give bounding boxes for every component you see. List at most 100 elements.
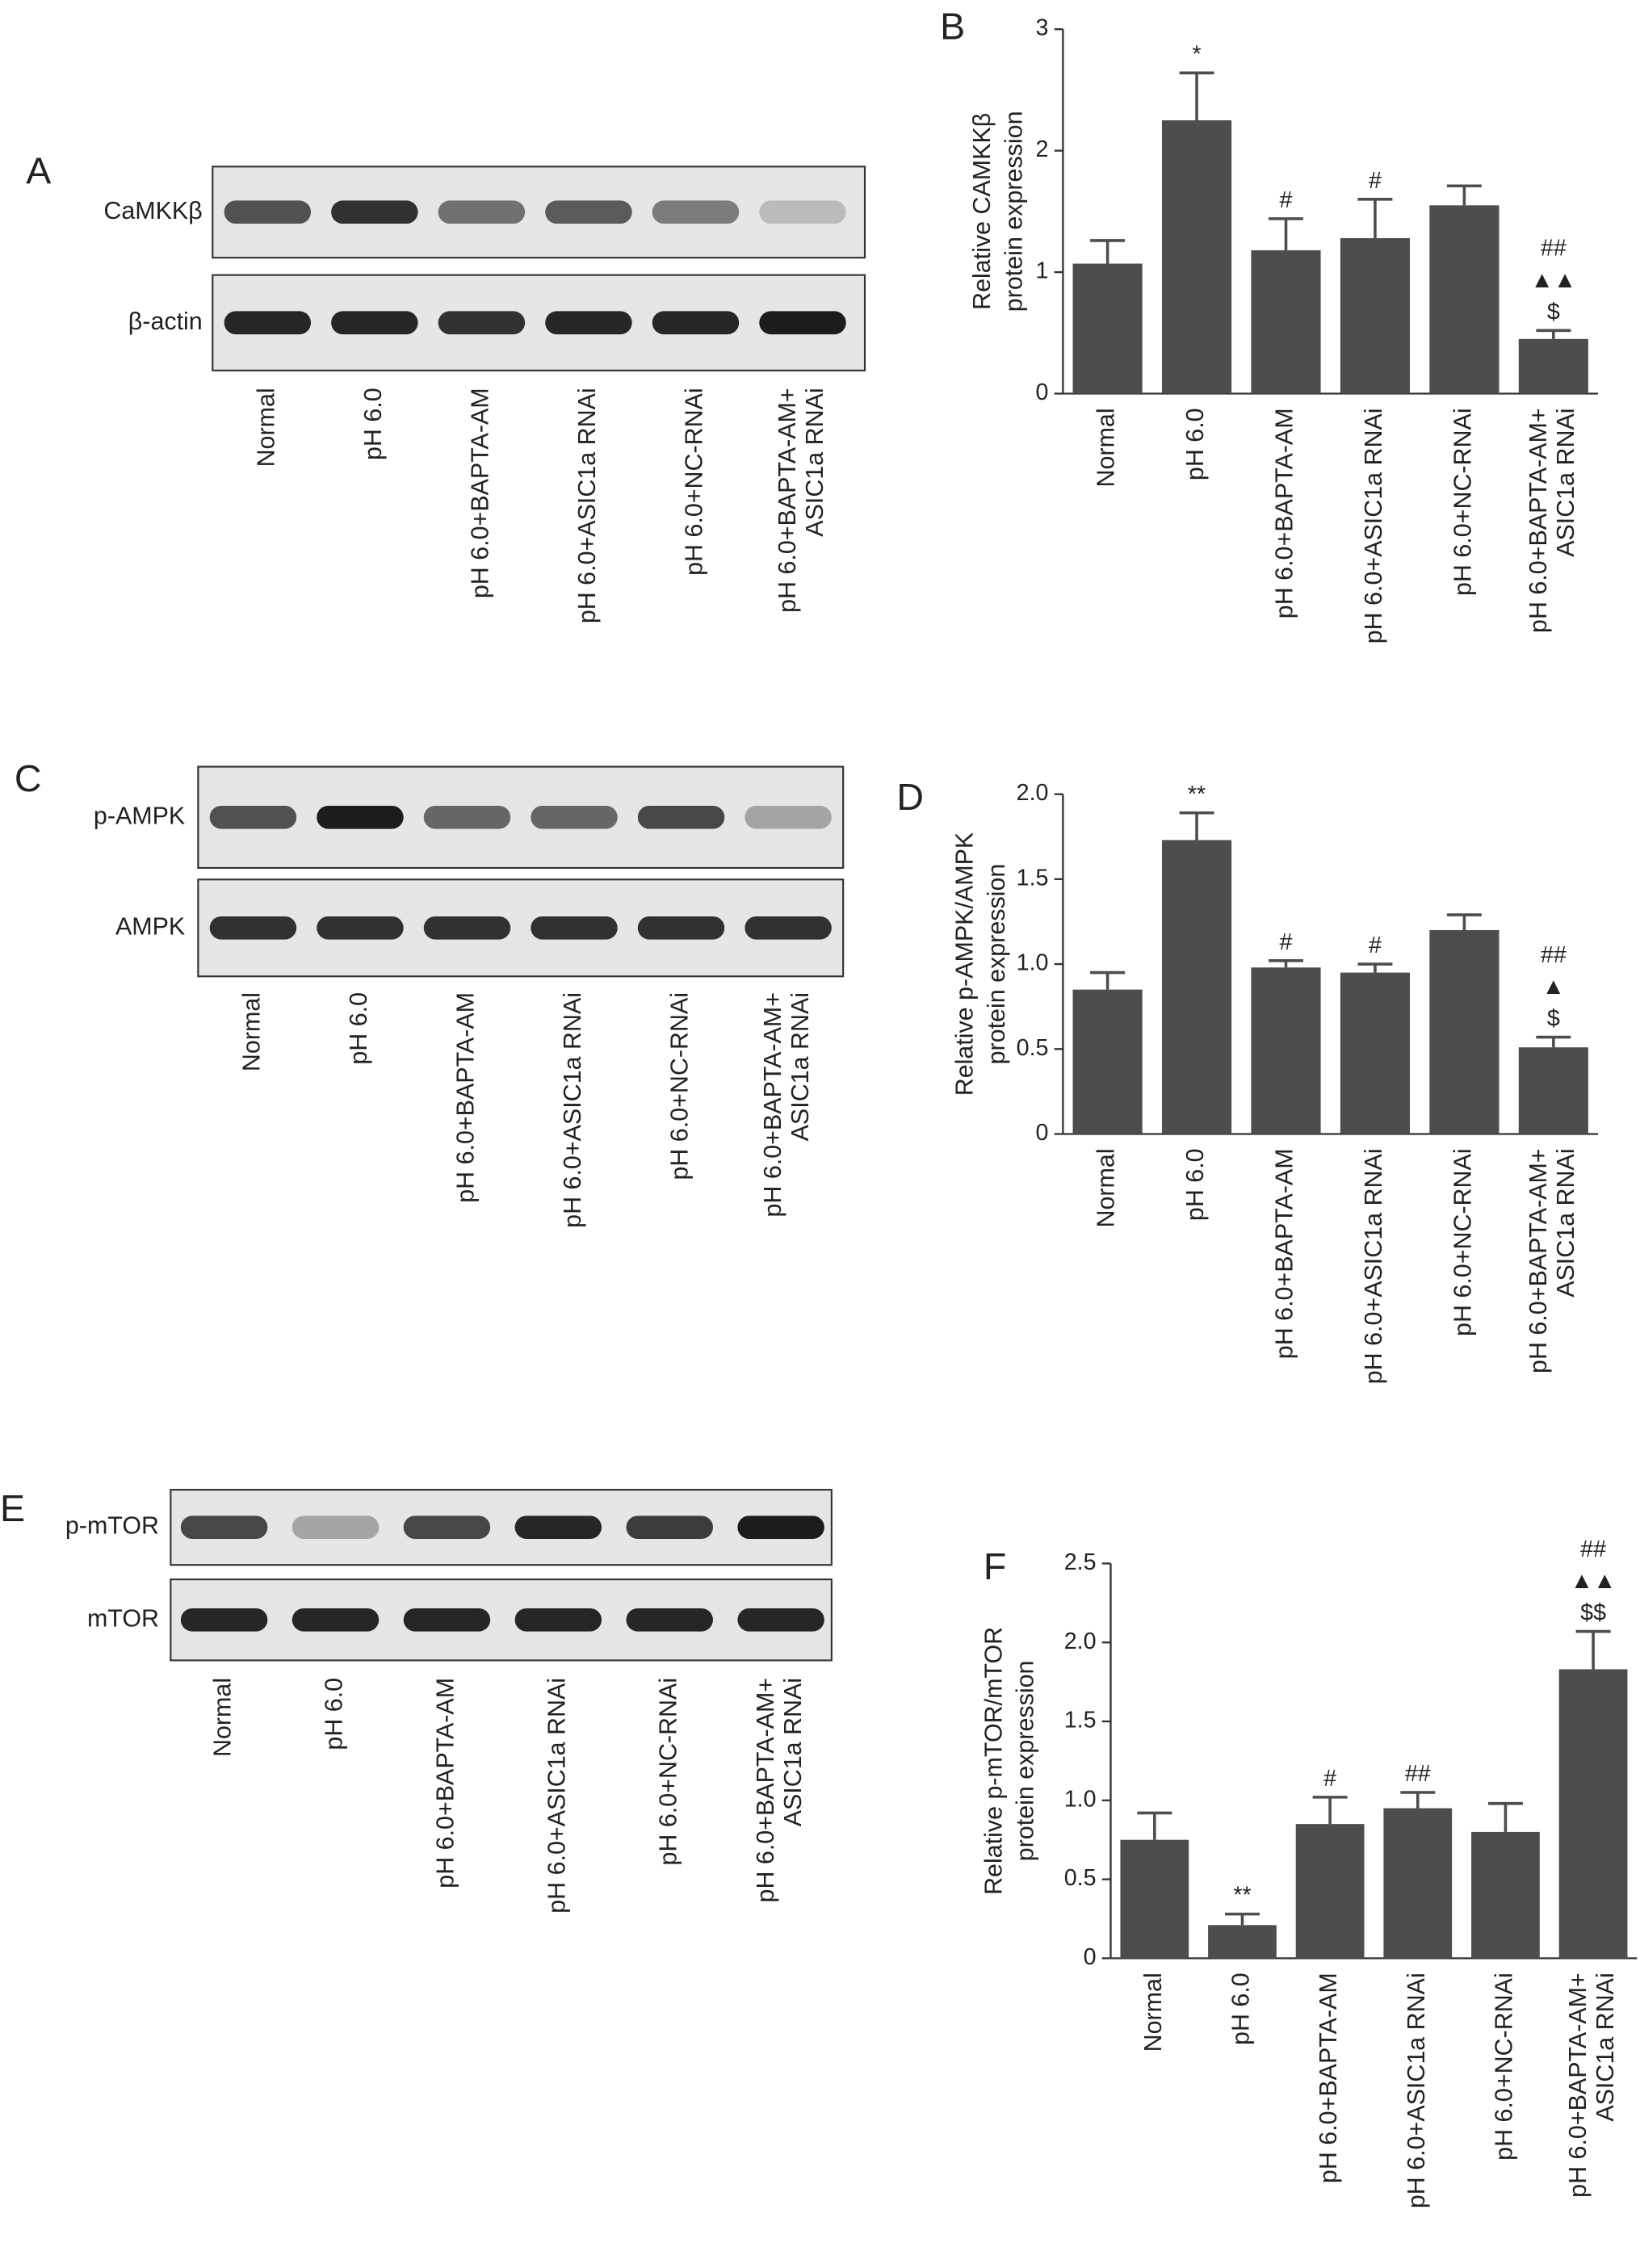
x-tick-label: pH 6.0+BAPTA-AM+	[1525, 1148, 1552, 1373]
bar	[1471, 1831, 1540, 1959]
lane-label: ASIC1a RNAi	[801, 388, 828, 536]
blot-box	[170, 1578, 833, 1662]
annotation: *	[1192, 41, 1201, 67]
y-axis-label: Relative CAMKKβ	[968, 113, 996, 310]
panel-letter: A	[26, 150, 51, 192]
blot-box	[197, 765, 845, 870]
lane-label: pH 6.0	[359, 388, 387, 460]
blot-band	[224, 200, 312, 224]
bar	[1518, 1047, 1588, 1134]
blot-band	[438, 311, 526, 335]
bar	[1383, 1808, 1453, 1959]
panel-letter: E	[0, 1487, 25, 1529]
y-tick-label: 0.5	[1064, 1865, 1097, 1891]
blot-band	[403, 1515, 491, 1539]
blot-band	[180, 1515, 268, 1539]
lane-label: pH 6.0+ASIC1a RNAi	[559, 992, 586, 1228]
lane-label: pH 6.0+BAPTA-AM	[431, 1678, 459, 1889]
blot-row-label: AMPK	[115, 912, 185, 940]
blot-band	[637, 805, 725, 829]
y-axis-label: Relative p-AMPK/AMPK	[950, 832, 978, 1096]
annotation: #	[1280, 929, 1293, 955]
annotation: ▲	[1542, 974, 1565, 1000]
lane-label: pH 6.0+ASIC1a RNAi	[573, 388, 601, 623]
panel-letter: D	[896, 776, 924, 818]
annotation: $	[1547, 1006, 1560, 1032]
blot-band	[209, 916, 297, 940]
annotation: ▲▲	[1571, 1568, 1617, 1594]
annotation: ▲▲	[1530, 267, 1576, 293]
annotation: ##	[1541, 942, 1567, 968]
blot-band	[317, 916, 404, 940]
y-tick-label: 3	[1036, 15, 1049, 41]
blot-row-label: mTOR	[87, 1604, 159, 1632]
annotation: ##	[1541, 236, 1567, 262]
lane-label: Normal	[237, 992, 265, 1071]
blot-row-label: p-AMPK	[94, 802, 185, 829]
lane-label: pH 6.0	[321, 1678, 348, 1750]
blot-band	[209, 805, 297, 829]
y-tick-label: 2.0	[1064, 1629, 1097, 1654]
x-tick-label: Normal	[1139, 1972, 1167, 2052]
y-tick-label: 2.0	[1017, 780, 1049, 806]
blot-box	[170, 1489, 833, 1566]
x-tick-label: pH 6.0+ASIC1a RNAi	[1360, 408, 1387, 644]
bar	[1072, 989, 1143, 1134]
bar	[1518, 338, 1588, 394]
y-axis-label: Relative p-mTOR/mTOR	[979, 1627, 1007, 1895]
annotation: ##	[1405, 1761, 1431, 1787]
blot-row-label: p-mTOR	[65, 1512, 159, 1540]
bar	[1429, 205, 1499, 394]
lane-label: pH 6.0+NC-RNAi	[654, 1678, 682, 1866]
blot-box	[212, 274, 866, 371]
annotation: **	[1188, 782, 1206, 807]
blot-band	[531, 805, 618, 829]
blot-band	[745, 916, 832, 940]
x-tick-label: pH 6.0+NC-RNAi	[1490, 1972, 1517, 2161]
annotation: **	[1233, 1883, 1251, 1909]
x-tick-label: pH 6.0+ASIC1a RNAi	[1360, 1148, 1387, 1384]
y-tick-label: 0	[1084, 1944, 1097, 1970]
x-tick-label: pH 6.0	[1227, 1972, 1255, 2045]
bar	[1340, 972, 1411, 1134]
annotation: #	[1323, 1766, 1336, 1792]
bar	[1251, 967, 1321, 1134]
bar	[1429, 929, 1499, 1134]
blot-band	[514, 1608, 602, 1632]
bar	[1161, 120, 1232, 394]
lane-label: pH 6.0+BAPTA-AM	[452, 992, 480, 1203]
blot-band	[626, 1515, 713, 1539]
y-tick-label: 0	[1036, 379, 1049, 405]
y-tick-label: 1.5	[1064, 1708, 1097, 1733]
x-tick-label: Normal	[1093, 1148, 1120, 1227]
bar	[1295, 1824, 1365, 1959]
blot-band	[224, 311, 312, 335]
y-axis-label: protein expression	[983, 864, 1010, 1065]
x-tick-label: pH 6.0+NC-RNAi	[1449, 408, 1476, 596]
y-tick-label: 1.5	[1017, 865, 1049, 891]
lane-label: pH 6.0+BAPTA-AM+	[774, 388, 801, 613]
blot-band	[423, 916, 511, 940]
lane-label: pH 6.0+BAPTA-AM+	[759, 992, 786, 1218]
lane-label: pH 6.0	[345, 992, 372, 1065]
y-tick-label: 1.0	[1064, 1786, 1097, 1812]
x-tick-label: pH 6.0+BAPTA-AM+	[1564, 1972, 1592, 2198]
x-tick-label: ASIC1a RNAi	[1592, 1972, 1619, 2121]
y-tick-label: 0.5	[1017, 1035, 1049, 1061]
lane-label: ASIC1a RNAi	[779, 1678, 807, 1826]
x-tick-label: pH 6.0+BAPTA-AM	[1315, 1972, 1342, 2183]
blot-band	[292, 1608, 380, 1632]
x-tick-label: pH 6.0+NC-RNAi	[1449, 1148, 1476, 1336]
lane-label: ASIC1a RNAi	[786, 992, 814, 1141]
lane-label: pH 6.0+NC-RNAi	[666, 992, 694, 1180]
blot-band	[759, 200, 846, 224]
y-tick-label: 2	[1036, 136, 1049, 162]
blot-band	[331, 311, 418, 335]
blot-band	[180, 1608, 268, 1632]
blot-band	[545, 311, 632, 335]
x-tick-label: pH 6.0+BAPTA-AM	[1271, 1148, 1298, 1359]
y-tick-label: 1	[1036, 258, 1049, 284]
y-axis-label: protein expression	[1012, 1661, 1039, 1862]
